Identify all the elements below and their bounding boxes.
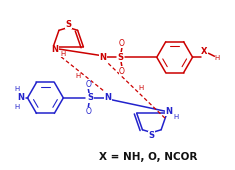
Text: X: X bbox=[201, 47, 208, 56]
Text: H: H bbox=[138, 85, 143, 91]
Text: N: N bbox=[105, 93, 112, 102]
Text: S: S bbox=[65, 20, 71, 29]
Text: O: O bbox=[119, 67, 125, 76]
Text: H: H bbox=[76, 73, 81, 79]
Text: N: N bbox=[165, 107, 172, 116]
Text: N: N bbox=[100, 53, 107, 62]
Text: S: S bbox=[117, 53, 123, 62]
Text: H: H bbox=[60, 51, 66, 57]
Text: N: N bbox=[52, 45, 59, 54]
Text: H: H bbox=[14, 86, 19, 92]
Text: H: H bbox=[14, 104, 19, 110]
Text: S: S bbox=[87, 93, 93, 102]
Text: S: S bbox=[149, 131, 155, 140]
Text: O: O bbox=[119, 39, 125, 48]
Text: H: H bbox=[215, 55, 220, 61]
Text: O: O bbox=[85, 80, 91, 89]
Text: O: O bbox=[85, 107, 91, 116]
Text: H: H bbox=[173, 114, 179, 120]
Text: N: N bbox=[17, 93, 24, 102]
Text: X = NH, O, NCOR: X = NH, O, NCOR bbox=[99, 152, 197, 162]
